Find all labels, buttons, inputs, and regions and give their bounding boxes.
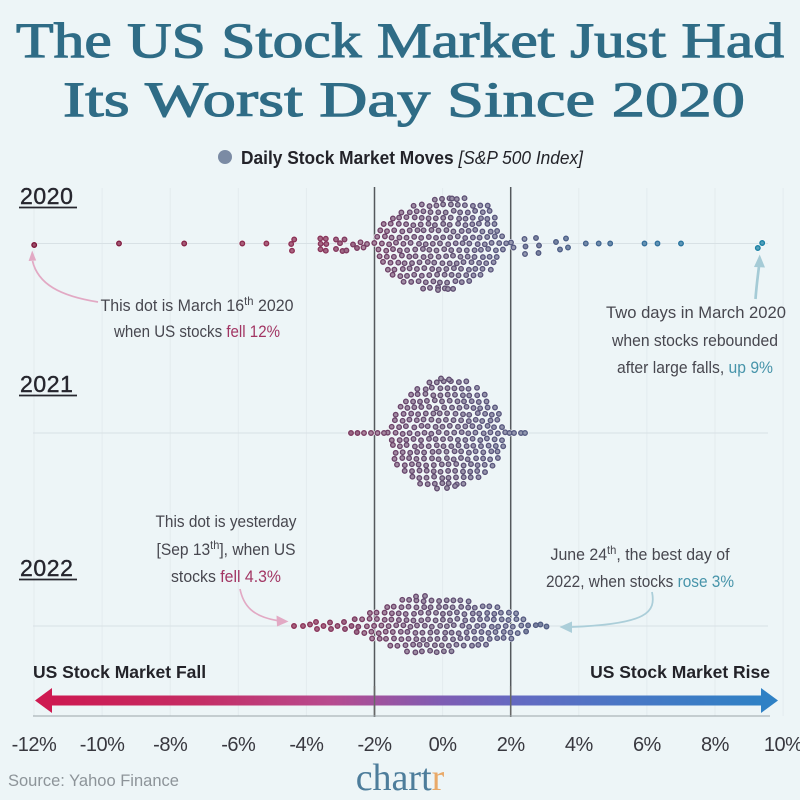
svg-text:-2%: -2% (357, 734, 392, 756)
svg-text:6%: 6% (633, 734, 662, 756)
svg-text:4%: 4% (565, 734, 594, 756)
svg-text:Its Worst Day Since 2020: Its Worst Day Since 2020 (63, 71, 745, 127)
svg-text:0%: 0% (429, 734, 458, 756)
svg-text:US Stock Market Rise: US Stock Market Rise (590, 662, 770, 682)
svg-text:2020: 2020 (20, 183, 74, 209)
svg-text:The US Stock Market Just Had: The US Stock Market Just Had (16, 12, 784, 68)
svg-text:-10%: -10% (80, 734, 125, 756)
svg-text:-8%: -8% (153, 734, 188, 756)
svg-text:Two days in March 2020: Two days in March 2020 (606, 303, 786, 322)
svg-text:stocks fell 4.3%: stocks fell 4.3% (171, 567, 281, 586)
svg-text:2022, when stocks rose 3%: 2022, when stocks rose 3% (546, 572, 734, 591)
svg-text:2021: 2021 (20, 371, 74, 397)
svg-text:after large falls, up 9%: after large falls, up 9% (617, 358, 773, 377)
svg-text:[Sep 13th​], when US: [Sep 13th​], when US (157, 538, 296, 559)
svg-text:This dot is March 16th​ 2020: This dot is March 16th​ 2020 (101, 294, 294, 315)
svg-text:US Stock Market Fall: US Stock Market Fall (33, 662, 206, 682)
svg-text:This dot is yesterday: This dot is yesterday (156, 512, 297, 531)
svg-text:-4%: -4% (289, 734, 324, 756)
svg-text:Source: Yahoo Finance: Source: Yahoo Finance (8, 772, 179, 790)
svg-text:Daily Stock Market Moves [S&P: Daily Stock Market Moves [S&P 500 Index] (241, 147, 584, 168)
svg-text:10%: 10% (764, 734, 800, 756)
svg-text:2022: 2022 (20, 555, 74, 581)
svg-text:2%: 2% (497, 734, 526, 756)
svg-text:-6%: -6% (221, 734, 256, 756)
svg-text:-12%: -12% (12, 734, 57, 756)
svg-text:June 24th​, the best day of: June 24th​, the best day of (551, 543, 730, 564)
svg-text:when US stocks fell 12%: when US stocks fell 12% (113, 322, 280, 341)
svg-text:when stocks rebounded: when stocks rebounded (611, 331, 778, 350)
svg-text:8%: 8% (701, 734, 730, 756)
svg-text:chartr: chartr (356, 757, 445, 799)
